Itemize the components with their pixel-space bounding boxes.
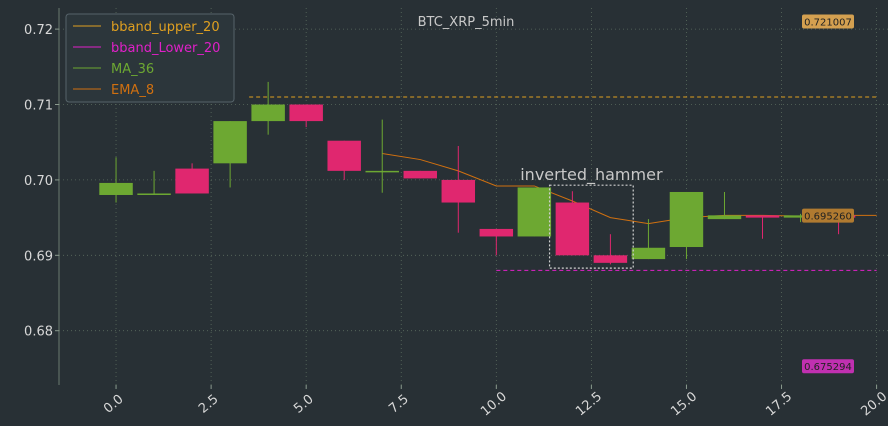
- candle-body: [479, 228, 514, 237]
- annotation-label: inverted_hammer: [520, 165, 663, 185]
- legend-label: bband_upper_20: [111, 20, 220, 35]
- legend-label: bband_Lower_20: [111, 41, 220, 56]
- legend-label: MA_36: [111, 62, 154, 77]
- candle-body: [441, 179, 476, 203]
- y-tick-label: 0.72: [24, 23, 53, 38]
- legend-frame: [65, 13, 235, 103]
- chart-title: BTC_XRP_5min: [418, 15, 515, 30]
- price-badges: 0.721007 0.695260 0.675294: [802, 14, 854, 374]
- candles: [99, 81, 856, 265]
- candle-body: [289, 104, 323, 122]
- candle-body: [707, 215, 742, 220]
- x-tick-label: 7.5: [386, 392, 411, 417]
- candle-body: [517, 187, 552, 237]
- legend: bband_upper_20 bband_Lower_20 MA_36 EMA_8: [65, 13, 235, 103]
- candle-body: [783, 215, 818, 218]
- price-badge: [802, 359, 854, 374]
- x-tick-label: 5.0: [291, 392, 316, 417]
- candle-body: [99, 182, 133, 195]
- candle-body: [631, 247, 666, 260]
- x-tick-label: 20.0: [858, 389, 888, 419]
- x-tick-label: 17.5: [763, 389, 795, 419]
- price-badge: [802, 208, 854, 223]
- candle-body: [213, 121, 247, 164]
- annotation-box: [548, 184, 634, 269]
- x-tick-label: 15.0: [668, 389, 700, 419]
- candle-body: [745, 215, 780, 218]
- candle-body: [555, 202, 590, 256]
- candle-body: [251, 104, 285, 122]
- price-badge-label: 0.695260: [804, 212, 852, 223]
- price-badge-label: 0.721007: [804, 18, 852, 29]
- price-badge-label: 0.675294: [804, 362, 852, 373]
- x-tick-label: 10.0: [478, 389, 510, 419]
- annotation: inverted_hammer: [520, 165, 663, 269]
- candle-body: [327, 140, 361, 171]
- candle-body: [593, 255, 628, 263]
- candle-body: [137, 193, 171, 195]
- legend-label: EMA_8: [111, 83, 154, 98]
- candle-body: [175, 168, 209, 194]
- y-tick-label: 0.69: [24, 249, 53, 264]
- y-tick-label: 0.71: [24, 99, 53, 114]
- candle-body: [669, 191, 704, 248]
- candle-body: [365, 170, 399, 173]
- candle-body: [403, 170, 437, 179]
- price-badge: [802, 14, 854, 29]
- x-tick-label: 12.5: [573, 389, 605, 419]
- x-tick-label: 0.0: [101, 392, 126, 417]
- y-tick-label: 0.70: [24, 174, 53, 189]
- y-tick-label: 0.68: [24, 325, 53, 340]
- x-tick-label: 2.5: [196, 392, 221, 417]
